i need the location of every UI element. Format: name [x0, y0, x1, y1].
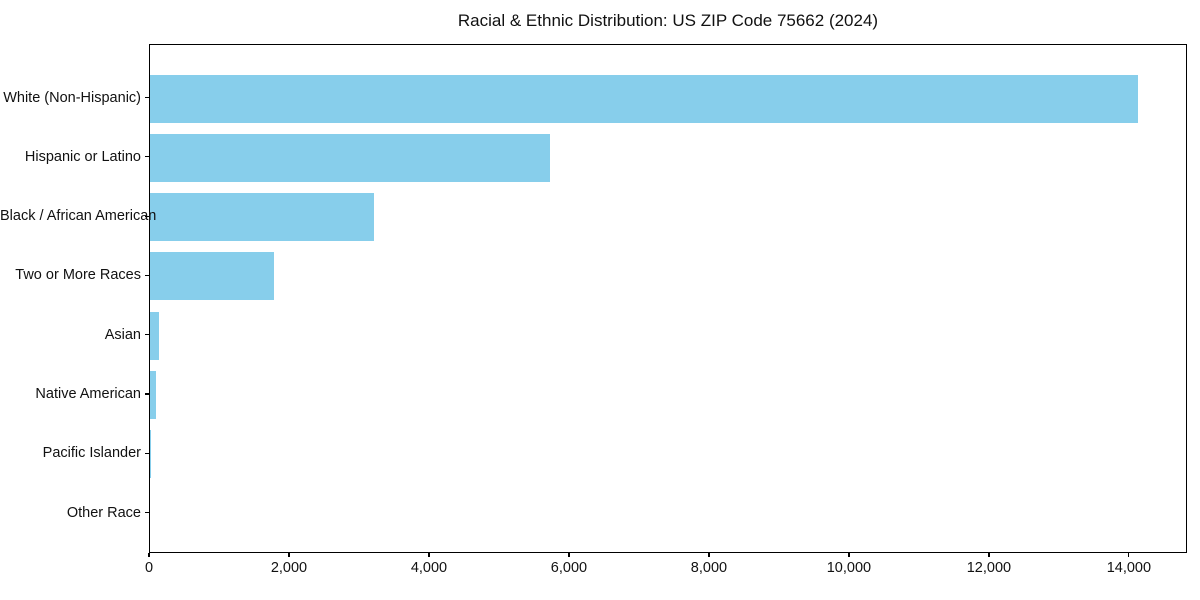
bar-white-non-hispanic — [150, 74, 1138, 123]
chart-title: Racial & Ethnic Distribution: US ZIP Cod… — [457, 11, 879, 30]
x-tick-mark — [708, 553, 710, 557]
x-tick-label: 0 — [144, 560, 154, 576]
x-tick-mark — [148, 553, 150, 557]
x-tick-mark — [848, 553, 850, 557]
y-tick-mark — [145, 274, 149, 276]
y-tick-mark — [145, 215, 149, 217]
bar-black-african-american — [150, 193, 374, 242]
y-axis-label: Black / African American — [0, 208, 157, 225]
x-tick-label: 14,000 — [1106, 560, 1152, 576]
y-tick-mark — [145, 334, 149, 336]
bar-native-american — [150, 371, 157, 419]
x-tick-label: 2,000 — [270, 560, 308, 576]
y-tick-mark — [145, 156, 149, 158]
y-axis-label: Two or More Races — [15, 267, 141, 284]
x-tick-label: 10,000 — [826, 560, 872, 576]
y-axis-label: White (Non-Hispanic) — [3, 89, 141, 106]
x-tick-mark — [428, 553, 430, 557]
y-axis-label: Native American — [35, 386, 141, 402]
y-tick-mark — [145, 393, 149, 395]
y-axis-label: Pacific Islander — [42, 445, 141, 462]
y-tick-mark — [145, 96, 149, 99]
x-tick-mark — [1128, 553, 1130, 557]
x-tick-mark — [568, 553, 570, 557]
y-axis-label: Asian — [104, 326, 141, 343]
y-axis-label: Hispanic or Latino — [24, 148, 141, 165]
bar-asian — [150, 311, 160, 360]
x-tick-mark — [988, 553, 990, 557]
y-axis-label: Other Race — [66, 504, 141, 521]
plot-area — [149, 44, 1187, 553]
x-tick-mark — [288, 553, 290, 557]
y-tick-mark — [145, 512, 149, 514]
bar-two-or-more-races — [150, 252, 274, 301]
x-tick-label: 12,000 — [966, 560, 1012, 576]
x-tick-label: 6,000 — [550, 560, 588, 576]
bar-hispanic-or-latino — [150, 133, 551, 182]
x-tick-label: 4,000 — [410, 560, 448, 576]
bar-pacific-islander — [150, 430, 151, 479]
x-tick-label: 8,000 — [690, 560, 728, 576]
y-tick-mark — [145, 452, 149, 454]
